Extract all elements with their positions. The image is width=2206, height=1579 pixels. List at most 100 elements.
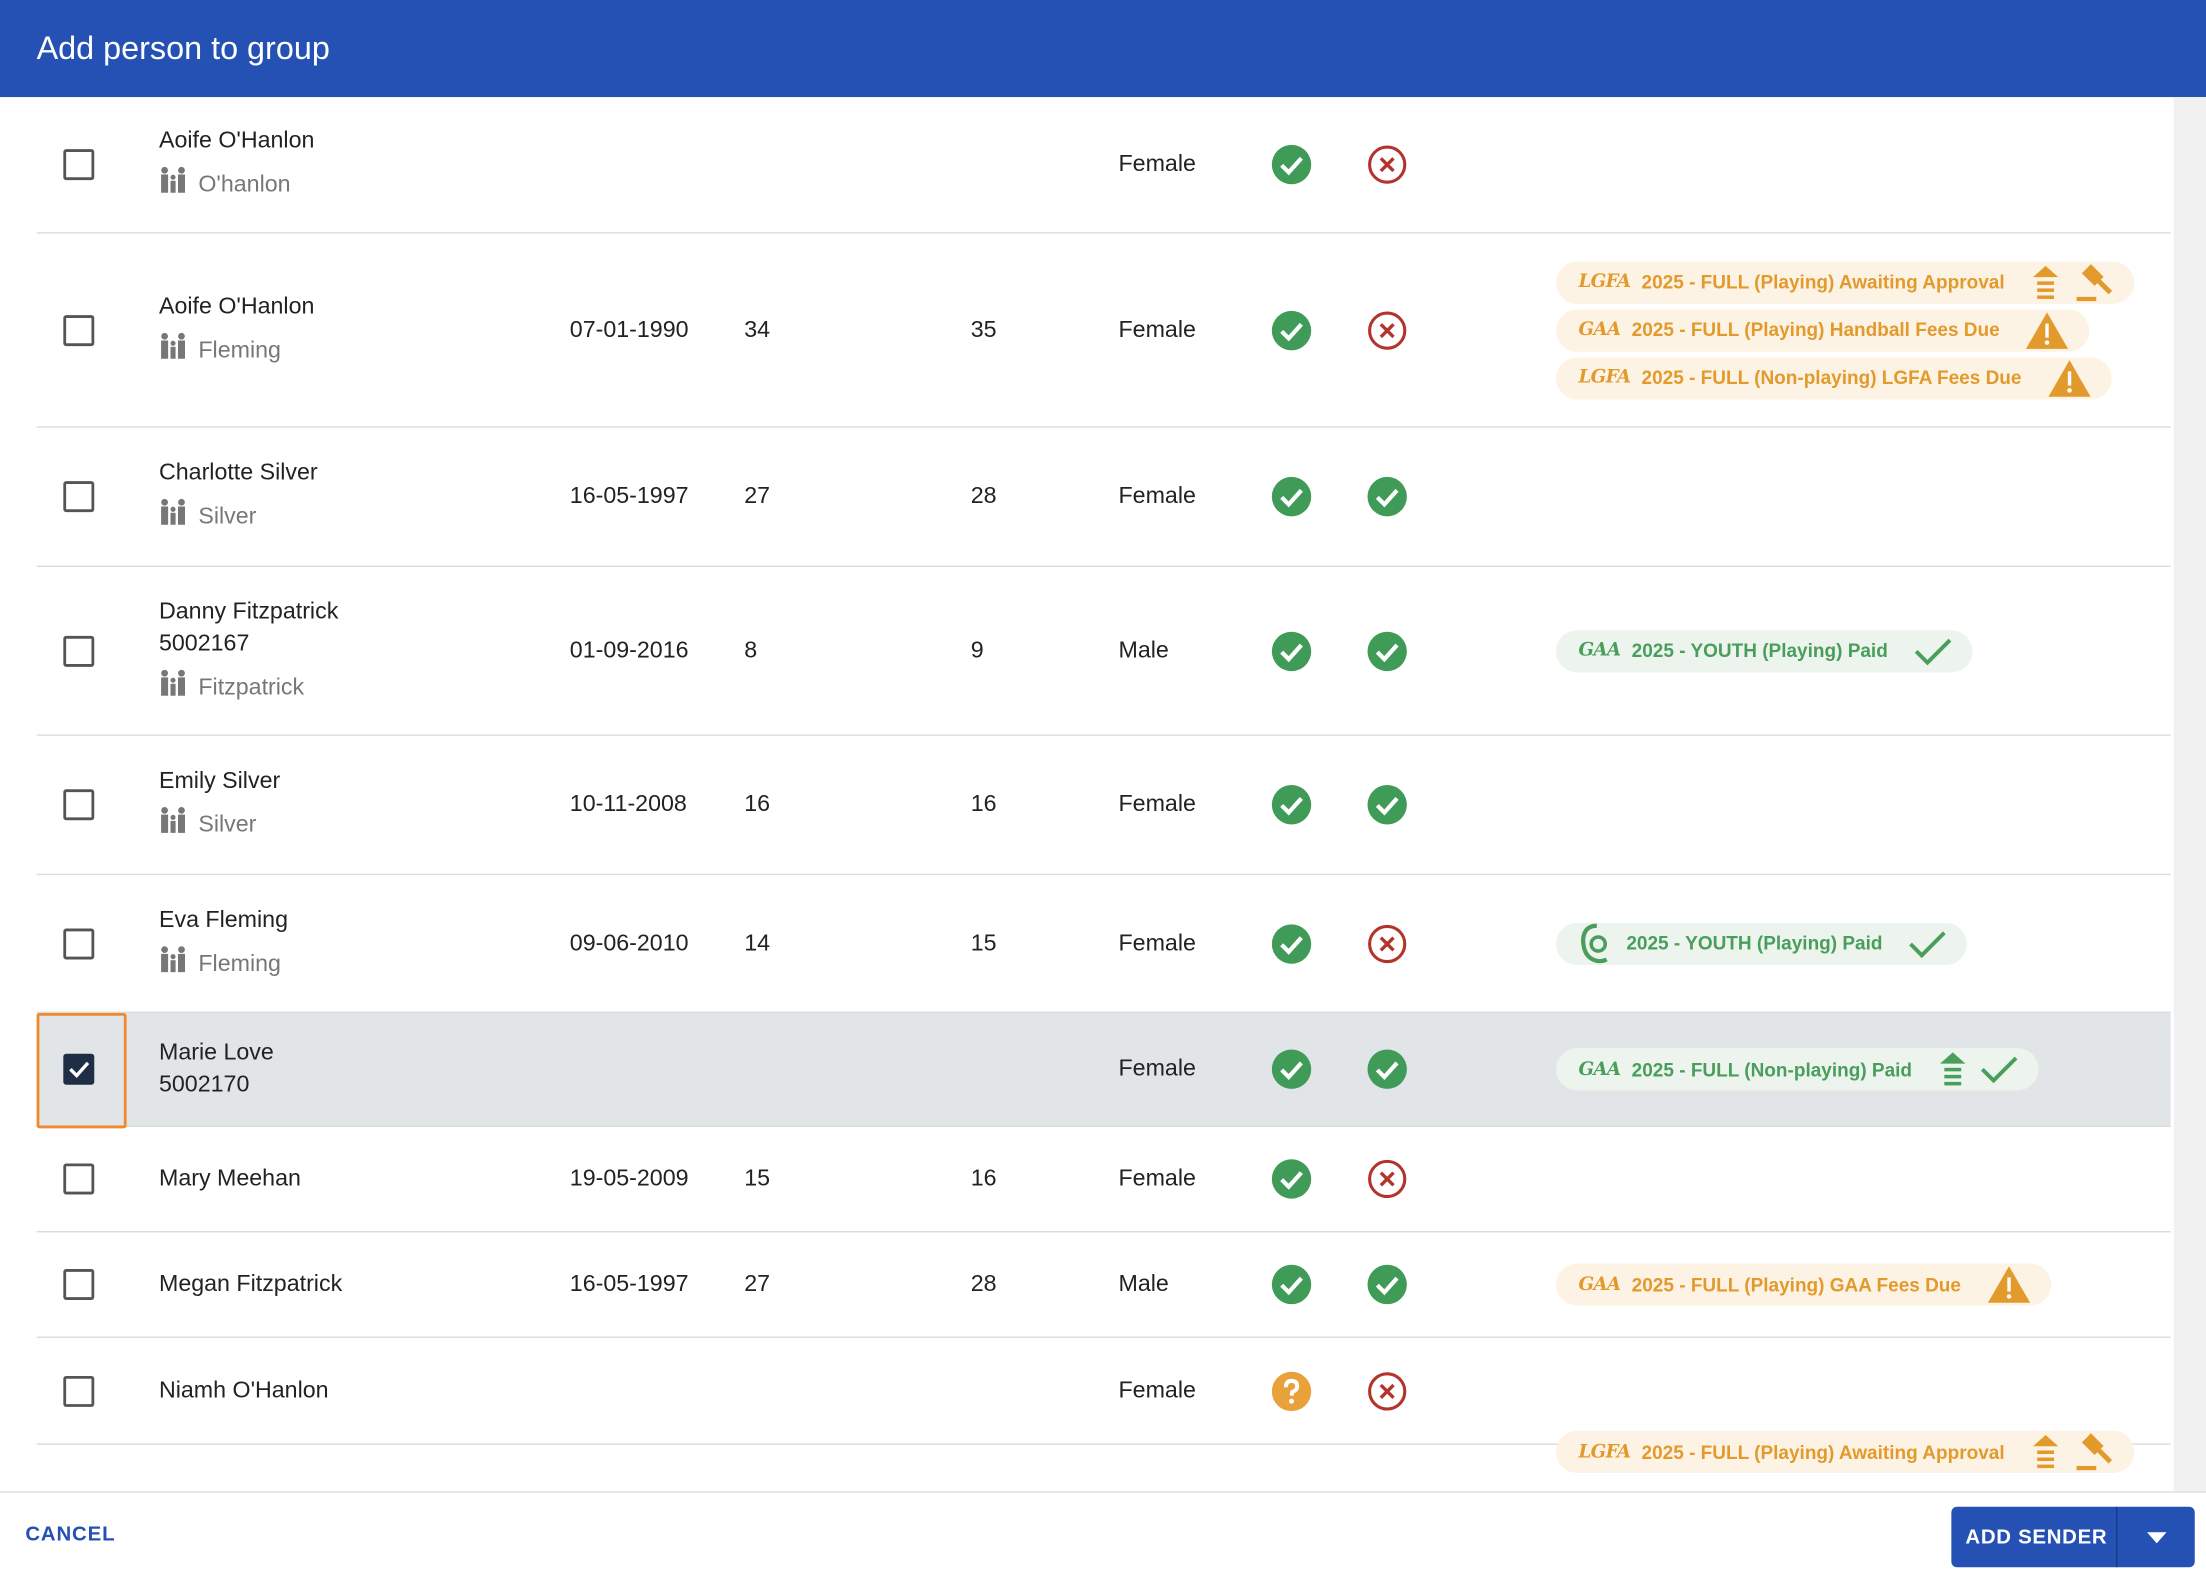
person-row: Mary Meehan 19-05-2009 15 16 Female (36, 1127, 2171, 1233)
age: 14 (744, 929, 771, 956)
icon-part (1581, 922, 1608, 963)
checkbox[interactable] (63, 1163, 95, 1195)
family-icon (159, 331, 190, 369)
badges: 2025 - YOUTH (Playing) Paid (1556, 922, 1967, 965)
icon (1368, 310, 1407, 350)
badge-icon (2030, 264, 2061, 301)
age: 27 (744, 1271, 771, 1297)
person-name: Aoife O'Hanlon (158, 128, 315, 154)
icon-part (2036, 1457, 2054, 1462)
person-name: Mary Meehan (158, 1165, 301, 1191)
icon (1271, 923, 1312, 964)
icon (1367, 476, 1407, 517)
icon-part (161, 945, 168, 953)
icon-part (1367, 785, 1407, 825)
icon-part (170, 340, 176, 346)
badge-icon (2025, 310, 2070, 349)
icon-part (1271, 923, 1312, 964)
family-icon (159, 166, 190, 204)
gender: Female (1118, 791, 1196, 817)
person-list: Aoife O'Hanlon O'hanlon Female Aoife O'Hanl… (36, 97, 2171, 1491)
icon (2076, 263, 2112, 301)
status-icon (1366, 1263, 1408, 1305)
icon-part (1367, 630, 1407, 671)
icon-part (161, 676, 169, 696)
badge-text: 2025 - FULL (Playing) Awaiting Approval (1641, 271, 2005, 293)
icon-part (1940, 1052, 1966, 1064)
badge-text: 2025 - FULL (Non-playing) Paid (1631, 1058, 1913, 1080)
icon-part (161, 506, 169, 525)
checkbox[interactable] (63, 635, 95, 667)
icon-part (69, 1061, 90, 1079)
checkbox[interactable] (63, 1269, 95, 1300)
add-sender-button[interactable]: ADD SENDER (1951, 1506, 2195, 1568)
checkbox[interactable] (63, 149, 95, 181)
icon (69, 1061, 90, 1079)
icon-part (170, 174, 176, 180)
dialog-header: Add person to group (0, 0, 2206, 98)
icon (1909, 930, 1946, 958)
checkbox[interactable] (63, 1375, 95, 1407)
checkbox[interactable] (63, 789, 95, 821)
icon (2032, 1435, 2059, 1469)
icon-part (178, 166, 185, 174)
icon-part (1271, 785, 1312, 825)
icon-part (177, 339, 186, 359)
icon-part (161, 332, 168, 339)
icon-part (1271, 310, 1312, 350)
button-separator (2115, 1506, 2118, 1568)
badge-text: 2025 - FULL (Non-playing) LGFA Fees Due (1641, 367, 2022, 389)
icon-part (1271, 1159, 1312, 1199)
icon-part (178, 332, 185, 339)
icon-part (1280, 156, 1303, 176)
add-sender-label[interactable]: ADD SENDER (1965, 1525, 2108, 1549)
dropdown-arrow[interactable] (2117, 1531, 2194, 1543)
family-icon (159, 945, 190, 983)
status-icon (1270, 922, 1312, 964)
icon-part (170, 814, 176, 820)
org-logo: LGFA (1578, 367, 1631, 389)
icon-part (2032, 1435, 2059, 1447)
icon-part (2006, 1294, 2012, 1299)
icon (161, 332, 186, 359)
dob: 10-11-2008 (569, 791, 687, 817)
icon-part (170, 676, 176, 683)
family-icon (159, 806, 190, 844)
icon-part (2045, 322, 2050, 337)
status-icon (1270, 309, 1312, 351)
icon-part (2076, 1465, 2097, 1471)
person-row: Danny Fitzpatrick 5002167 Fitzpatrick 01-09… (36, 567, 2171, 736)
person-id: 5002170 (158, 1072, 250, 1098)
checkbox[interactable] (63, 927, 95, 959)
person-row: Eva Fleming Fleming 09-06-2010 14 15 Female 20… (36, 875, 2171, 1013)
gender: Female (1118, 1055, 1196, 1082)
cancel-button[interactable]: CANCEL (25, 1523, 116, 1547)
person-name: Charlotte Silver (158, 460, 318, 486)
icon-part (1375, 642, 1399, 662)
checkbox[interactable] (63, 481, 95, 513)
membership-badge: GAA 2025 - FULL (Playing) GAA Fees Due (1556, 1263, 2052, 1306)
icon (1367, 1049, 1407, 1089)
icon-part (177, 814, 186, 833)
icon-part (170, 959, 176, 972)
family-name: Silver (198, 811, 257, 838)
org-logo: GAA (1578, 319, 1622, 341)
icon-part (2036, 287, 2054, 292)
name-column: Aoife O'Hanlon O'hanlon (159, 125, 314, 204)
family-name: Fleming (198, 950, 281, 976)
status-icon (1270, 1158, 1312, 1200)
badge-icon (2072, 1431, 2114, 1473)
icon (1368, 145, 1407, 184)
icon-part (1914, 638, 1952, 665)
name-column: Niamh O'Hanlon (159, 1375, 329, 1407)
checkbox[interactable] (63, 314, 95, 346)
family-icon (159, 498, 190, 536)
icon-part (2067, 370, 2072, 385)
badges: LGFA 2025 - FULL (Playing) Awaiting Appro… (1556, 260, 2135, 399)
checkbox[interactable] (63, 1053, 95, 1085)
dob: 09-06-2010 (569, 929, 689, 956)
icon-part (2036, 1464, 2054, 1469)
gender: Female (1118, 483, 1196, 509)
icon-part (1280, 642, 1303, 662)
badge-icon (1986, 1265, 2031, 1304)
